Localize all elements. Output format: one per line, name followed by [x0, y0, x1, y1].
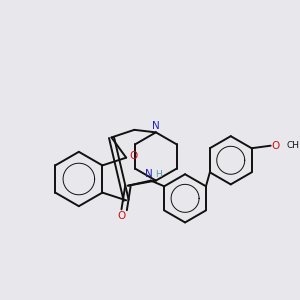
Text: O: O	[129, 151, 138, 161]
Text: CH: CH	[287, 141, 300, 150]
Text: H: H	[155, 170, 161, 179]
Text: O: O	[117, 211, 126, 221]
Text: N: N	[145, 169, 153, 179]
Text: N: N	[152, 121, 160, 131]
Text: O: O	[271, 141, 279, 151]
